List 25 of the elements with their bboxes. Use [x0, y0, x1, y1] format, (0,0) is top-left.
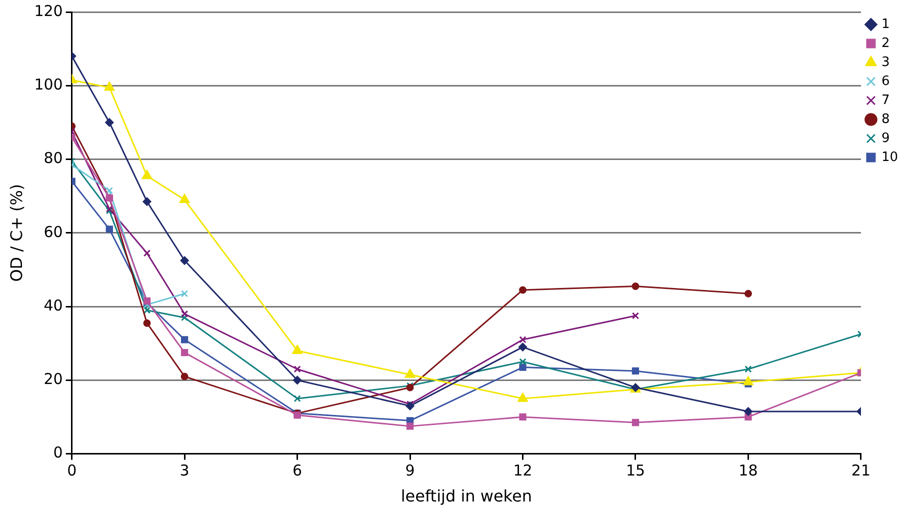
y-tick-label: 120 [34, 2, 63, 20]
x-tick-label: 9 [405, 462, 415, 480]
x-tick-label: 0 [67, 462, 77, 480]
legend-label: 6 [881, 74, 890, 89]
y-tick-label: 60 [44, 222, 63, 241]
y-tick-label: 80 [44, 149, 63, 168]
x-tick-label: 21 [851, 462, 871, 480]
legend-label: 2 [881, 36, 890, 51]
y-axis-title: OD / C+ (%) [6, 184, 26, 282]
x-tick-label: 6 [292, 462, 302, 480]
legend-label: 10 [881, 150, 898, 165]
x-tick-label: 12 [513, 462, 532, 480]
y-tick-label: 20 [44, 370, 63, 388]
legend-label: 1 [881, 16, 890, 32]
x-axis-title: leeftijd in weken [400, 486, 532, 506]
x-tick-label: 3 [180, 462, 190, 480]
legend-label: 3 [881, 54, 890, 70]
y-tick-label: 40 [44, 296, 63, 314]
legend-label: 7 [881, 92, 890, 108]
y-tick-label: 100 [34, 76, 63, 94]
x-tick-label: 15 [626, 462, 646, 480]
legend-label: 8 [881, 112, 890, 127]
x-tick-label: 18 [738, 462, 758, 480]
legend-label: 9 [881, 130, 890, 146]
y-tick-label: 0 [53, 444, 63, 462]
